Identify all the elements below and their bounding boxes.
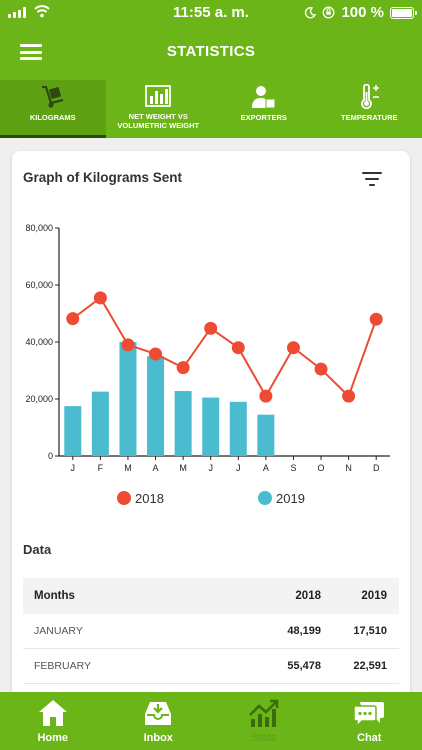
tab-temperature-label: TEMPERATURE	[340, 113, 398, 122]
x-tick-label: N	[345, 463, 352, 473]
card-title: Graph of Kilograms Sent	[23, 170, 183, 185]
battery-percent: 100 %	[341, 4, 384, 21]
data-table: Months 2018 2019 JANUARY 48,199 17,510 F…	[23, 578, 399, 684]
bar-2019	[174, 391, 192, 456]
bar-2019	[202, 397, 220, 456]
nav-inbox-label: Inbox	[143, 732, 173, 744]
x-tick-label: A	[153, 463, 159, 473]
statistics-tabs: KILOGRAMS NET WEIGHT VS VOLUMETRIC WEIGHT…	[0, 80, 422, 138]
bar-chart-icon	[145, 85, 172, 107]
tab-exporters[interactable]: EXPORTERS	[211, 80, 317, 138]
point-2018	[121, 338, 135, 352]
bar-2019	[257, 414, 275, 456]
legend-2018-swatch	[117, 491, 131, 505]
nav-chat[interactable]: Chat	[317, 692, 422, 750]
x-tick-label: J	[208, 463, 213, 473]
point-2018	[176, 361, 190, 375]
point-2018	[93, 291, 107, 305]
filter-icon[interactable]	[362, 172, 382, 186]
tab-temperature[interactable]: TEMPERATURE	[317, 80, 422, 138]
bar-2019	[229, 401, 247, 456]
y-tick-label: 80,000	[25, 223, 53, 233]
moon-icon	[305, 6, 317, 18]
y-tick-label: 40,000	[25, 337, 53, 347]
header-2018: 2018	[295, 590, 321, 602]
status-time: 11:55 a. m.	[173, 4, 249, 21]
row-value-2019: 22,591	[353, 660, 387, 672]
bar-2019	[119, 342, 137, 456]
bar-2019	[64, 406, 82, 456]
bar-2019	[147, 356, 165, 456]
hand-truck-icon	[41, 85, 64, 108]
kilograms-chart: 0 20,000 40,000 60,000 80,000 J F M A M J J A S O N D 201…	[25, 223, 390, 506]
status-bar: 11:55 a. m. 100 %	[0, 0, 422, 24]
x-tick-label: M	[179, 463, 187, 473]
x-tick-label: F	[98, 463, 104, 473]
nav-home-label: Home	[37, 732, 69, 744]
table-header: Months 2018 2019	[23, 578, 399, 614]
legend-2019-swatch	[258, 491, 272, 505]
data-section-title: Data	[23, 542, 52, 557]
point-2018	[369, 312, 383, 326]
tab-volumetric-label: VOLUMETRIC WEIGHT	[117, 121, 200, 130]
point-2018	[204, 321, 218, 335]
y-tick-label: 0	[48, 451, 53, 461]
row-month: FEBRUARY	[34, 660, 91, 672]
y-tick-label: 60,000	[25, 280, 53, 290]
nav-stats-label: Stats	[251, 732, 277, 744]
legend-2018-label: 2018	[135, 491, 164, 506]
row-month: JANUARY	[34, 625, 83, 637]
stats-trend-icon	[248, 699, 279, 727]
page-title: STATISTICS	[166, 43, 256, 60]
exporter-person-icon	[251, 86, 276, 109]
tab-net-vs-volumetric[interactable]: NET WEIGHT VS VOLUMETRIC WEIGHT	[106, 80, 212, 138]
point-2018	[342, 389, 356, 403]
x-tick-label: J	[71, 463, 76, 473]
tab-kilograms-label: KILOGRAMS	[29, 113, 76, 122]
line-2018	[72, 296, 378, 399]
bar-2019	[91, 391, 109, 456]
point-2018	[259, 389, 273, 403]
point-2018	[149, 347, 163, 361]
row-value-2018: 55,478	[287, 660, 321, 672]
home-icon	[38, 700, 67, 726]
point-2018	[286, 341, 300, 355]
nav-chat-label: Chat	[357, 732, 382, 744]
x-tick-label: M	[124, 463, 132, 473]
table-row: FEBRUARY 55,478 22,591	[23, 649, 399, 684]
y-tick-label: 20,000	[25, 394, 53, 404]
x-tick-label: D	[373, 463, 380, 473]
signal-icon	[8, 7, 28, 18]
x-tick-label: S	[290, 463, 296, 473]
nav-stats[interactable]: Stats	[211, 692, 317, 750]
header-months: Months	[34, 590, 75, 602]
inbox-icon	[145, 702, 172, 725]
nav-home[interactable]: Home	[0, 692, 106, 750]
point-2018	[66, 312, 80, 326]
row-value-2018: 48,199	[287, 625, 321, 637]
tab-kilograms[interactable]: KILOGRAMS	[0, 80, 106, 138]
thermometer-icon	[361, 84, 380, 110]
header-2019: 2019	[361, 590, 387, 602]
tab-net-weight-label: NET WEIGHT VS	[128, 112, 188, 121]
legend-2019-label: 2019	[276, 491, 305, 506]
table-row: JANUARY 48,199 17,510	[23, 614, 399, 649]
tab-exporters-label: EXPORTERS	[240, 113, 287, 122]
nav-inbox[interactable]: Inbox	[106, 692, 212, 750]
bottom-nav: Home Inbox Stats Chat	[0, 692, 422, 750]
x-tick-label: J	[236, 463, 241, 473]
content-area[interactable]: Graph of Kilograms Sent 0 20,000 40,000 60,…	[0, 138, 422, 692]
row-value-2019: 17,510	[353, 625, 387, 637]
app-header: STATISTICS	[0, 24, 422, 80]
wifi-icon	[34, 5, 50, 18]
battery-icon	[390, 6, 417, 19]
chart-card: Graph of Kilograms Sent 0 20,000 40,000 60,…	[12, 151, 410, 692]
point-2018	[314, 362, 328, 376]
hamburger-menu-icon[interactable]	[20, 44, 42, 60]
x-tick-label: O	[318, 463, 325, 473]
chat-icon	[353, 702, 385, 728]
x-tick-label: A	[263, 463, 269, 473]
orientation-lock-icon	[323, 6, 335, 19]
point-2018	[231, 341, 245, 355]
